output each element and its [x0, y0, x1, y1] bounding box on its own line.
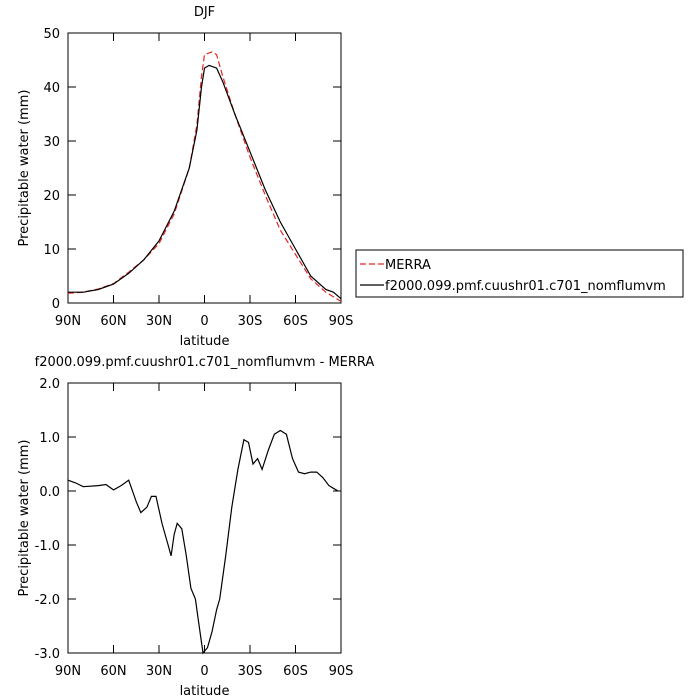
x-tick-label: 60N	[100, 314, 126, 329]
x-tick-label: 0	[200, 664, 208, 679]
x-tick-label: 90S	[329, 664, 354, 679]
y-tick-label: 50	[43, 27, 60, 42]
x-axis-label: latitude	[180, 684, 230, 699]
plot-frame	[67, 382, 342, 654]
x-tick-label: 60S	[283, 664, 308, 679]
y-tick-label: -3.0	[35, 647, 60, 662]
x-tick-label: 0	[200, 314, 208, 329]
data-line	[67, 429, 339, 655]
y-axis-label: Precipitable water (mm)	[17, 440, 32, 597]
legend-label: f2000.099.pmf.cuushr01.c701_nomflumvm	[385, 279, 666, 294]
panel-title: DJF	[194, 5, 215, 20]
y-tick-label: -2.0	[35, 593, 60, 608]
x-tick-label: 90S	[329, 314, 354, 329]
y-axis-label: Precipitable water (mm)	[17, 90, 32, 247]
legend-label: MERRA	[385, 258, 431, 273]
y-tick-label: 1.0	[39, 431, 60, 446]
y-tick-label: 40	[43, 81, 60, 96]
x-tick-label: 60N	[100, 664, 126, 679]
x-tick-label: 90N	[55, 664, 81, 679]
x-axis-label: latitude	[180, 334, 230, 349]
y-tick-label: 0.0	[39, 485, 60, 500]
x-tick-label: 30N	[146, 314, 172, 329]
data-line	[67, 51, 342, 302]
x-tick-label: 30S	[238, 314, 263, 329]
y-tick-label: 10	[43, 243, 60, 258]
panel: f2000.099.pmf.cuushr01.c701_nomflumvm - …	[17, 355, 374, 699]
legend-box	[355, 249, 684, 298]
x-tick-label: 30S	[238, 664, 263, 679]
x-tick-label: 60S	[283, 314, 308, 329]
panel-title: f2000.099.pmf.cuushr01.c701_nomflumvm - …	[35, 355, 375, 370]
x-tick-label: 30N	[146, 664, 172, 679]
data-line	[68, 64, 342, 300]
y-tick-label: 0	[52, 297, 60, 312]
y-tick-label: -1.0	[35, 539, 60, 554]
y-tick-label: 30	[43, 135, 60, 150]
panel: DJF latitude Precipitable water (mm) 90N 60N…	[17, 5, 684, 349]
y-tick-label: 2.0	[39, 377, 60, 392]
x-tick-label: 90N	[55, 314, 81, 329]
y-tick-label: 20	[43, 189, 60, 204]
